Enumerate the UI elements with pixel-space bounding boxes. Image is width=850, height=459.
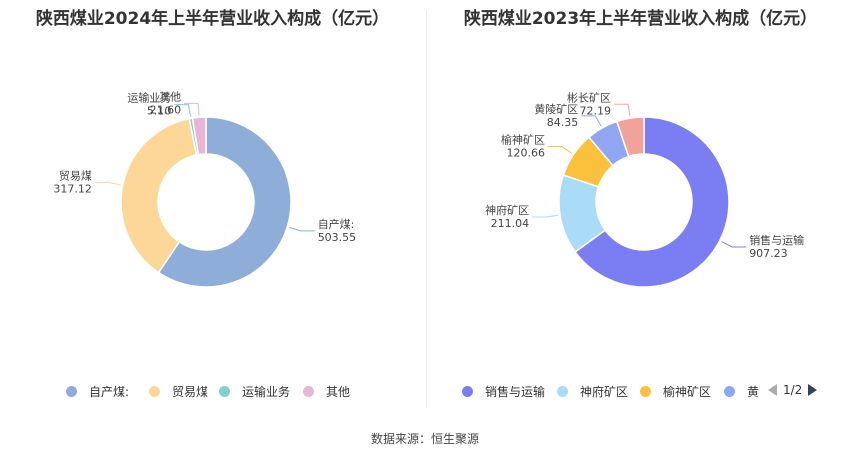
data-source-note: 数据来源：恒生聚源 (370, 432, 479, 446)
donut-slice[interactable] (615, 116, 645, 158)
left-chart-title: 陕西煤业2024年上半年营业收入构成（亿元） (35, 9, 390, 29)
slice-category-label: 贸易煤 (59, 170, 92, 183)
legend-item-huangling[interactable]: 黄 (724, 383, 759, 400)
label-leader-line (581, 115, 602, 127)
slice-value-label: 503.55 (318, 231, 357, 244)
left-legend: 自产煤: 贸易煤 运输业务 其他 (0, 383, 425, 403)
label-leader-line (613, 103, 631, 117)
slice-category-label: 彬长矿区 (567, 91, 611, 104)
right-legend: 销售与运输 神府矿区 榆神矿区 黄 1/2 (428, 383, 850, 403)
legend-label: 运输业务 (242, 385, 291, 399)
slice-category-label: 销售与运输 (749, 233, 804, 247)
donut-slice[interactable] (120, 117, 198, 274)
right-chart-panel: 陕西煤业2023年上半年营业收入构成（亿元） 销售与运输 907.23 神府矿区 21… (428, 0, 850, 410)
legend-dot (462, 386, 473, 397)
slice-value-label: 84.35 (547, 116, 579, 129)
label-leader-line (547, 146, 573, 154)
legend-dot (640, 386, 651, 397)
right-chart-title: 陕西煤业2023年上半年营业收入构成（亿元） (463, 9, 818, 29)
slice-value-label: 120.66 (506, 147, 545, 160)
legend-label: 自产煤: (89, 385, 130, 399)
label-leader-line (532, 214, 559, 218)
slice-category-label: 运输业务 (127, 91, 171, 105)
label-leader-line (289, 226, 315, 232)
label-leader-line (721, 241, 747, 248)
slice-value-label: 21.60 (150, 103, 182, 116)
legend-pager: 1/2 (768, 383, 818, 397)
legend-item-shenfu[interactable]: 神府矿区 (557, 383, 628, 400)
slice-category-label: 神府矿区 (485, 203, 529, 217)
legend-next-page-icon[interactable] (808, 384, 818, 396)
label-leader-line (174, 104, 191, 117)
legend-item-xiaoshou[interactable]: 销售与运输 (462, 383, 545, 400)
slice-category-label: 榆神矿区 (501, 133, 545, 147)
slice-value-label: 211.04 (491, 217, 530, 230)
legend-dot (219, 386, 230, 397)
legend-item-yunshu[interactable]: 运输业务 (219, 383, 290, 400)
legend-label: 其他 (326, 385, 351, 399)
legend-label: 黄 (747, 385, 760, 399)
legend-item-qita[interactable]: 其他 (303, 383, 350, 400)
legend-item-yushen[interactable]: 榆神矿区 (640, 383, 711, 400)
legend-label: 贸易煤 (172, 385, 209, 399)
slice-value-label: 5.10 (147, 105, 172, 118)
legend-label: 销售与运输 (485, 385, 546, 399)
donut-slice[interactable] (191, 116, 207, 156)
donut-slice[interactable] (574, 116, 730, 288)
legend-page-indicator: 1/2 (783, 383, 803, 397)
legend-dot (557, 386, 568, 397)
donut-slice[interactable] (157, 116, 292, 288)
label-leader-line (184, 102, 200, 116)
slice-value-label: 317.12 (53, 183, 92, 196)
legend-item-maoyimei[interactable]: 贸易煤 (149, 383, 208, 400)
slice-category-label: 其他 (159, 90, 181, 103)
slice-category-label: 自产煤: (318, 217, 355, 231)
slice-value-label: 907.23 (749, 247, 788, 260)
panel-divider (426, 10, 427, 408)
slice-category-label: 黄陵矿区 (534, 102, 578, 116)
legend-label: 神府矿区 (580, 385, 629, 399)
legend-item-zichanmei[interactable]: 自产煤: (66, 383, 129, 400)
legend-prev-page-icon[interactable] (768, 384, 777, 396)
legend-label: 榆神矿区 (663, 385, 712, 399)
legend-dot (66, 386, 77, 397)
legend-dot (303, 386, 314, 397)
slice-value-label: 72.19 (579, 104, 611, 117)
legend-dot (149, 386, 160, 397)
legend-dot (724, 386, 735, 397)
label-leader-line (94, 182, 121, 186)
left-chart-panel: 陕西煤业2024年上半年营业收入构成（亿元） 自产煤: 503.55 贸易煤 317.… (0, 0, 425, 410)
